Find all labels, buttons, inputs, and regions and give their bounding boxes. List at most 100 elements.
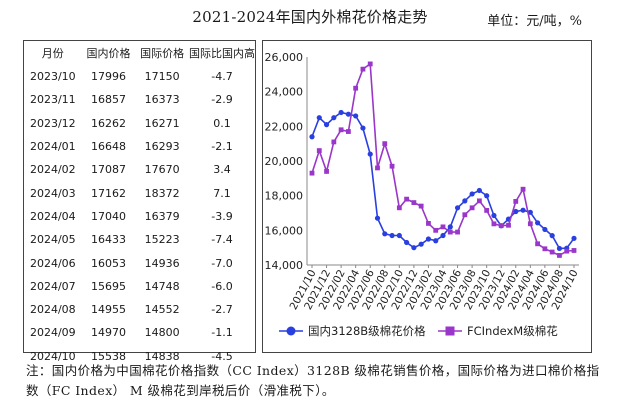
data-point-domestic xyxy=(425,236,432,242)
cell-international-price: 17150 xyxy=(144,70,180,84)
cell-difference: -4.7 xyxy=(211,70,233,84)
header-difference: 国际比国内高 xyxy=(188,47,255,60)
cell-domestic-price: 16648 xyxy=(90,140,126,154)
y-tick-label: 24,000 xyxy=(265,86,304,99)
cell-difference: 3.4 xyxy=(213,163,231,177)
data-point-domestic xyxy=(447,224,453,230)
table-row: 2023/10 17996 17150 -4.7 xyxy=(24,65,255,88)
data-point-international xyxy=(440,224,446,230)
data-point-international xyxy=(469,205,475,211)
data-point-domestic xyxy=(549,233,555,239)
data-point-international xyxy=(309,170,315,176)
cell-international-price: 14748 xyxy=(144,279,180,293)
data-point-international xyxy=(404,196,410,202)
legend-marker-international xyxy=(445,326,455,336)
cell-difference: -7.4 xyxy=(211,233,233,247)
footnote: 注：国内价格为中国棉花价格指数（CC Index）3128B 级棉花销售价格，国… xyxy=(26,363,600,398)
data-point-domestic xyxy=(389,232,395,239)
unit-label: 单位：元/吨，% xyxy=(487,14,582,29)
y-tick-label: 26,000 xyxy=(265,51,304,64)
data-point-international xyxy=(324,169,329,174)
data-point-domestic xyxy=(469,191,475,197)
legend-marker-domestic xyxy=(286,326,296,336)
data-point-domestic xyxy=(571,235,577,241)
cell-domestic-price: 16433 xyxy=(90,233,126,247)
table-row: 2024/07 15695 14748 -6.0 xyxy=(24,275,255,298)
data-point-domestic xyxy=(535,220,541,226)
data-point-domestic xyxy=(360,125,366,131)
cell-month: 2024/04 xyxy=(29,209,76,223)
cell-month: 2024/05 xyxy=(29,233,76,247)
y-tick-label: 16,000 xyxy=(265,224,304,237)
data-point-domestic xyxy=(440,232,446,239)
cell-international-price: 16271 xyxy=(144,116,180,130)
cell-international-price: 14800 xyxy=(144,326,180,340)
data-point-international xyxy=(462,212,468,218)
data-point-international xyxy=(506,222,511,228)
cell-month: 2024/03 xyxy=(29,186,76,200)
data-point-domestic xyxy=(520,207,526,213)
data-point-domestic xyxy=(338,109,344,116)
cell-month: 2024/10 xyxy=(29,349,76,363)
data-point-international xyxy=(513,198,519,204)
data-point-domestic xyxy=(527,209,533,215)
cell-month: 2024/09 xyxy=(29,326,76,340)
table-header-row: 月份 国内价格 国际价格 国际比国内高 xyxy=(24,41,255,65)
data-point-international xyxy=(316,148,322,153)
data-point-international xyxy=(345,129,351,134)
data-point-international xyxy=(418,203,424,209)
cell-international-price: 14936 xyxy=(144,256,180,270)
data-point-international xyxy=(338,127,344,133)
data-point-international xyxy=(396,205,402,211)
cell-international-price: 14552 xyxy=(144,303,180,317)
data-point-domestic xyxy=(404,239,410,246)
data-point-international xyxy=(353,85,359,91)
data-point-domestic xyxy=(367,151,373,157)
chart-panel: 14,000 16,000 18,000 20,000 22,000 24,000 26,0… xyxy=(262,40,592,353)
chart-title: 2021-2024年国内外棉花价格走势 xyxy=(192,8,428,26)
cell-month: 2024/08 xyxy=(29,303,76,317)
data-point-international xyxy=(498,223,504,229)
data-point-domestic xyxy=(309,134,315,140)
data-point-international xyxy=(360,66,366,72)
data-point-domestic xyxy=(491,212,497,219)
data-point-domestic xyxy=(454,205,461,211)
cell-international-price: 14838 xyxy=(144,349,180,363)
cell-domestic-price: 16053 xyxy=(90,256,126,270)
cell-difference: -1.1 xyxy=(211,326,233,340)
data-point-domestic xyxy=(382,231,388,237)
table-row: 2024/02 17087 17670 3.4 xyxy=(24,158,255,181)
cell-month: 2024/01 xyxy=(29,140,76,154)
data-point-domestic xyxy=(316,115,322,121)
cell-domestic-price: 17087 xyxy=(90,163,126,177)
cell-domestic-price: 16857 xyxy=(90,93,126,107)
cell-difference: -2.1 xyxy=(211,140,233,154)
legend-label-domestic: 国内3128B级棉花价格 xyxy=(308,324,426,338)
data-point-domestic xyxy=(418,241,424,247)
cell-month: 2023/10 xyxy=(29,70,76,84)
table-row: 2024/04 17040 16379 -3.9 xyxy=(24,205,255,228)
data-point-domestic xyxy=(323,122,330,128)
table-row: 2024/08 14955 14552 -2.7 xyxy=(24,298,255,321)
cell-domestic-price: 14970 xyxy=(90,326,126,340)
cell-domestic-price: 17996 xyxy=(90,70,126,84)
cell-difference: -2.9 xyxy=(211,93,233,107)
cell-difference: 0.1 xyxy=(213,116,231,130)
cell-difference: -2.7 xyxy=(211,303,233,317)
y-tick-label: 18,000 xyxy=(265,190,304,203)
price-table: 月份 国内价格 国际价格 国际比国内高 2023/10 17996 17150 -4.… xyxy=(23,40,256,363)
cell-international-price: 15223 xyxy=(144,233,180,247)
table-row: 2024/03 17162 18372 7.1 xyxy=(24,181,255,204)
cell-difference: 7.1 xyxy=(213,186,231,200)
y-tick-label: 22,000 xyxy=(265,120,304,133)
data-point-international xyxy=(411,200,417,205)
cell-difference: -6.0 xyxy=(211,279,233,293)
data-point-domestic xyxy=(411,245,417,251)
cell-international-price: 17670 xyxy=(144,163,180,177)
data-point-domestic xyxy=(556,245,563,252)
data-point-international xyxy=(433,227,439,233)
data-point-domestic xyxy=(331,115,337,121)
data-point-international xyxy=(542,246,548,252)
data-point-international xyxy=(484,208,490,213)
data-point-international xyxy=(367,61,373,67)
